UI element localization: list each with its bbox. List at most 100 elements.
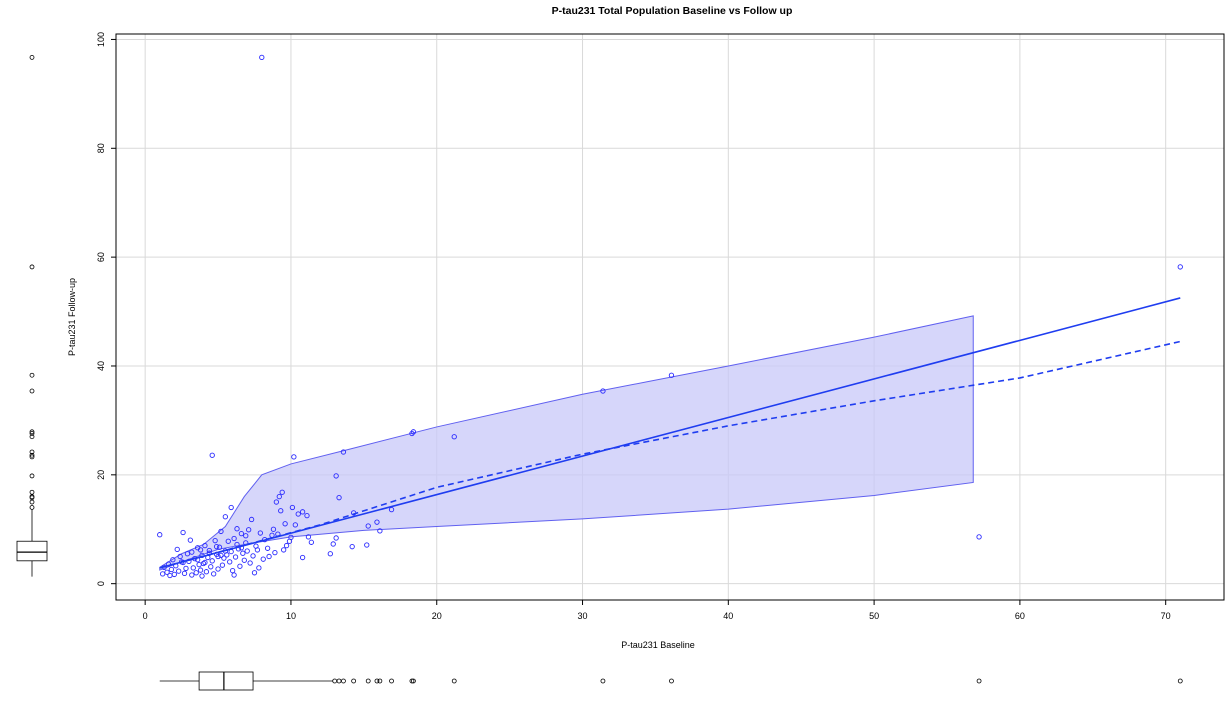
data-point: [164, 569, 170, 575]
data-point: [177, 553, 183, 560]
data-point: [160, 571, 166, 577]
data-point: [176, 568, 182, 574]
data-point: [247, 560, 253, 566]
data-point: [216, 544, 223, 550]
y-boxplot-outlier: [29, 388, 35, 394]
data-point: [251, 570, 258, 576]
data-point: [276, 493, 282, 500]
data-point: [278, 508, 284, 514]
data-point: [208, 564, 214, 570]
data-point: [281, 547, 287, 553]
data-point: [202, 559, 208, 566]
data-point: [279, 489, 285, 495]
y-boxplot: [16, 55, 48, 577]
y-boxplot-outlier: [29, 489, 35, 495]
data-point: [336, 495, 342, 501]
data-point: [211, 571, 217, 577]
data-point: [289, 504, 296, 511]
y-tick-label: 20: [96, 470, 106, 480]
data-point: [364, 542, 370, 548]
data-point: [410, 429, 417, 435]
smooth-line: [159, 340, 1181, 569]
data-point: [187, 537, 194, 543]
data-point: [183, 565, 189, 572]
data-point: [241, 557, 247, 563]
x-axis: 0 10 20 30 40 50 60 70: [143, 600, 1171, 621]
data-point: [365, 523, 371, 529]
grid-lines: [116, 34, 1224, 600]
y-boxplot-outlier: [29, 431, 35, 436]
data-point: [234, 526, 240, 532]
data-point: [1177, 264, 1183, 270]
data-point: [157, 532, 163, 538]
data-point: [270, 526, 277, 532]
x-tick-label: 70: [1161, 611, 1171, 621]
fit-lines: [159, 297, 1181, 569]
data-point: [976, 534, 982, 540]
x-boxplot-outlier: [669, 678, 674, 684]
x-tick-label: 0: [143, 611, 148, 621]
data-point: [409, 430, 415, 437]
y-boxplot-outlier: [29, 452, 35, 458]
data-point: [238, 530, 245, 537]
y-boxplot-outlier: [29, 429, 35, 435]
x-tick-label: 30: [578, 611, 588, 621]
x-boxplot-outlier: [332, 678, 338, 684]
data-point: [168, 566, 175, 573]
data-point: [202, 542, 208, 549]
data-point: [212, 538, 218, 544]
data-point: [264, 545, 271, 551]
data-point: [388, 507, 395, 513]
data-point: [171, 571, 177, 578]
plot-frame: [115, 33, 1225, 601]
x-boxplot-outlier: [409, 678, 415, 684]
data-point: [668, 372, 675, 378]
y-tick-label: 0: [96, 581, 106, 586]
data-point: [228, 504, 234, 511]
data-point: [333, 535, 339, 541]
data-point: [299, 509, 306, 515]
prediction-band: [159, 315, 974, 571]
data-point: [174, 546, 180, 553]
data-point: [209, 558, 215, 564]
x-boxplot-outlier: [411, 678, 416, 684]
data-point: [232, 554, 239, 560]
y-tick-label: 80: [96, 143, 106, 153]
data-point: [295, 511, 301, 517]
data-point: [231, 535, 237, 542]
data-point: [259, 54, 265, 61]
data-point: [227, 559, 233, 565]
data-point: [248, 516, 255, 523]
data-point: [292, 522, 298, 528]
y-boxplot-outlier: [29, 372, 35, 378]
data-point: [340, 449, 347, 455]
y-boxplot-outlier: [29, 434, 35, 440]
data-point: [308, 539, 315, 545]
data-point: [266, 553, 272, 560]
chart-title: P-tau231 Total Population Baseline vs Fo…: [552, 5, 793, 17]
data-point: [240, 550, 246, 556]
data-point: [257, 530, 263, 536]
y-tick-label: 100: [96, 32, 106, 47]
y-tick-label: 60: [96, 252, 106, 262]
data-point: [189, 572, 195, 578]
data-point: [219, 562, 226, 568]
y-tick-label: 40: [96, 361, 106, 371]
x-boxplot-outlier: [365, 678, 371, 684]
data-point: [218, 552, 224, 559]
data-point: [167, 572, 173, 579]
x-tick-label: 60: [1015, 611, 1025, 621]
data-point: [218, 528, 224, 535]
data-point: [203, 569, 210, 575]
data-point: [181, 570, 188, 576]
data-point: [283, 542, 290, 549]
x-tick-label: 40: [723, 611, 733, 621]
data-point: [197, 567, 204, 573]
y-boxplot-outlier: [29, 55, 35, 60]
data-point: [209, 452, 215, 458]
data-point: [190, 565, 196, 571]
y-axis-label: P-tau231 Follow-up: [67, 278, 77, 356]
x-boxplot-outlier: [976, 678, 982, 684]
y-boxplot-box: [16, 540, 48, 562]
data-point: [222, 514, 228, 520]
